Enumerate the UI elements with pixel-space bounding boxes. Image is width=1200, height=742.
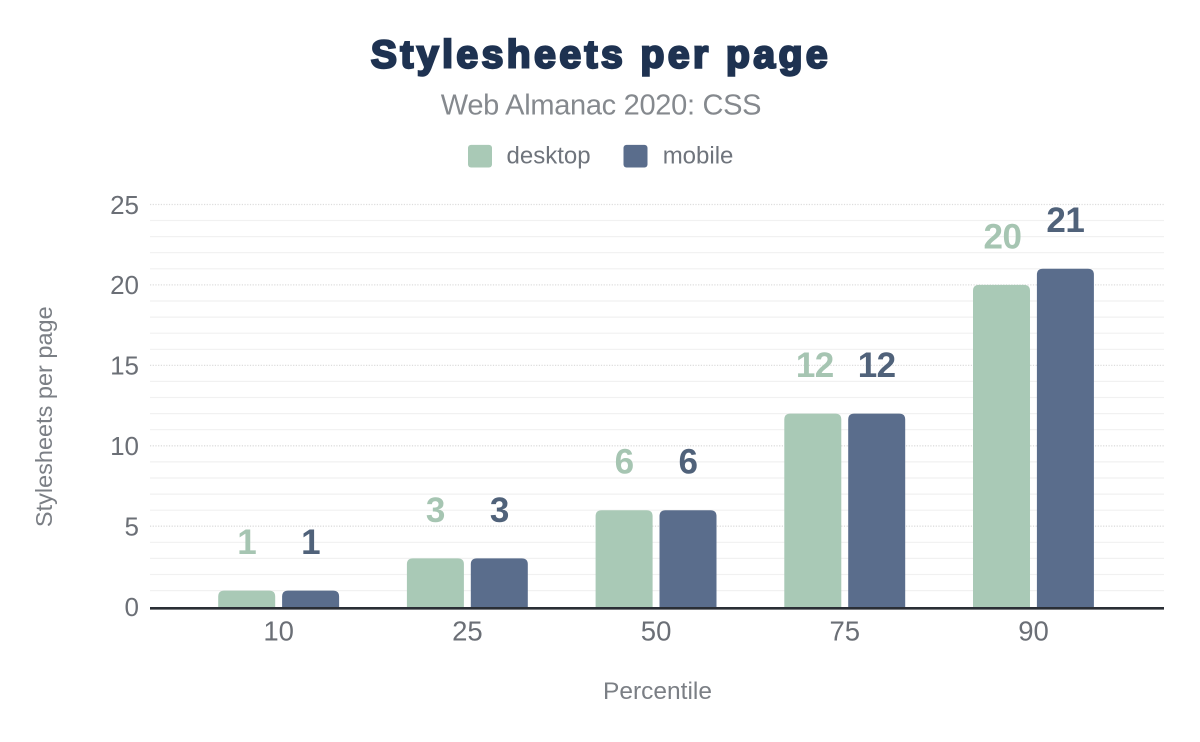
svg-text:0: 0 bbox=[125, 592, 139, 622]
svg-text:75: 75 bbox=[830, 616, 861, 647]
svg-text:Stylesheets per page: Stylesheets per page bbox=[371, 34, 831, 77]
svg-text:6: 6 bbox=[615, 443, 634, 482]
svg-text:21: 21 bbox=[1046, 201, 1084, 240]
svg-text:12: 12 bbox=[796, 346, 834, 385]
svg-text:6: 6 bbox=[679, 443, 698, 482]
svg-text:mobile: mobile bbox=[663, 142, 734, 169]
svg-text:3: 3 bbox=[490, 491, 509, 530]
svg-text:25: 25 bbox=[110, 190, 139, 220]
svg-text:Web Almanac 2020: CSS: Web Almanac 2020: CSS bbox=[441, 89, 761, 121]
svg-text:90: 90 bbox=[1018, 616, 1049, 647]
svg-text:1: 1 bbox=[237, 523, 256, 562]
svg-text:10: 10 bbox=[110, 431, 139, 461]
svg-text:3: 3 bbox=[426, 491, 445, 530]
svg-text:1: 1 bbox=[301, 523, 320, 562]
svg-text:50: 50 bbox=[641, 616, 672, 647]
svg-text:5: 5 bbox=[125, 512, 139, 542]
svg-text:Percentile: Percentile bbox=[603, 678, 712, 705]
svg-text:15: 15 bbox=[110, 351, 139, 381]
svg-text:12: 12 bbox=[858, 346, 896, 385]
svg-text:20: 20 bbox=[984, 217, 1022, 256]
svg-text:20: 20 bbox=[110, 270, 139, 300]
svg-text:Stylesheets per page: Stylesheets per page bbox=[31, 306, 57, 527]
svg-text:10: 10 bbox=[263, 616, 294, 647]
svg-text:desktop: desktop bbox=[507, 142, 591, 169]
svg-text:25: 25 bbox=[452, 616, 483, 647]
